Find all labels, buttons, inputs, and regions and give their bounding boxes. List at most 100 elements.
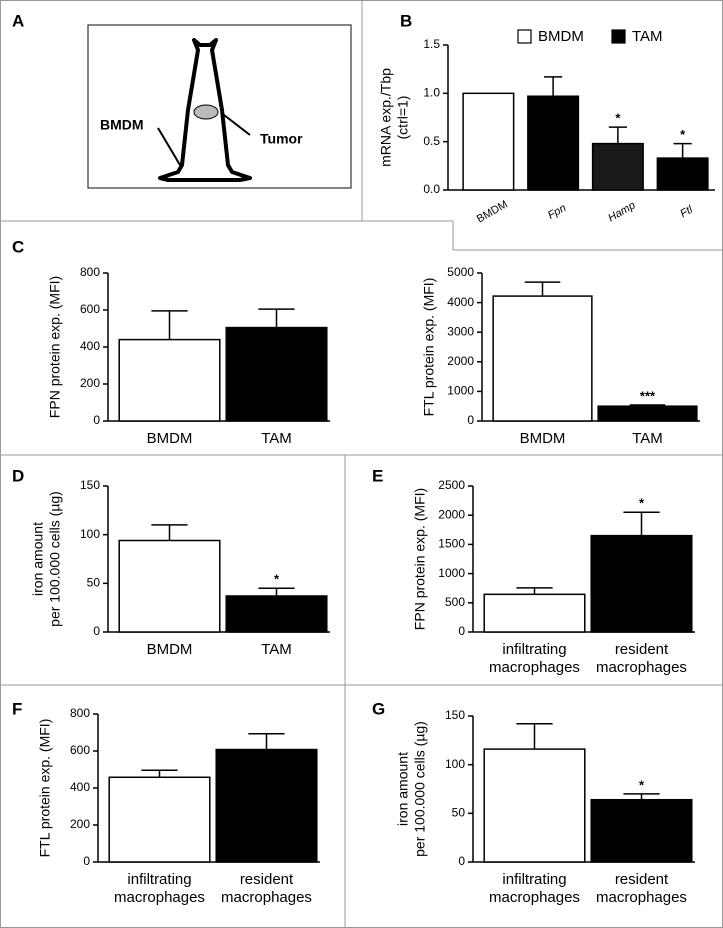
bar <box>225 326 328 422</box>
bar <box>527 95 580 191</box>
significance: * <box>639 496 645 511</box>
x-tick-label: BMDM <box>147 641 193 658</box>
y-tick-label: 0 <box>93 624 100 638</box>
y-tick-label: 3000 <box>447 324 474 338</box>
y-axis-label: FTL protein exp. (MFI) <box>37 719 53 858</box>
error-bar <box>544 76 563 97</box>
legend-swatch <box>611 29 626 44</box>
x-tick-label: infiltrating macrophages <box>114 871 205 906</box>
y-tick-label: 0 <box>458 624 465 638</box>
y-tick-label: 200 <box>70 817 90 831</box>
panel-letter: G <box>372 699 385 718</box>
panel-letter: C <box>12 237 24 256</box>
y-axis-label: per 100.000 cells (µg) <box>47 491 63 627</box>
y-tick-label: 2000 <box>447 354 474 368</box>
y-tick-label: 400 <box>70 780 90 794</box>
x-tick-label: resident macrophages <box>221 871 312 906</box>
panel-letter: E <box>372 466 383 485</box>
x-tick-label: Ftl <box>678 203 695 220</box>
legend-label: TAM <box>632 28 663 45</box>
y-tick-label: 0.5 <box>423 134 440 148</box>
error-bar <box>516 587 553 595</box>
error-bar <box>151 524 188 541</box>
bar <box>590 798 693 863</box>
y-tick-label: 1.5 <box>423 37 440 51</box>
bar <box>597 405 698 422</box>
significance: *** <box>640 388 656 403</box>
x-tick-label: BMDM <box>475 198 510 225</box>
y-axis-label: FPN protein exp. (MFI) <box>412 488 428 630</box>
error-bar <box>258 587 295 596</box>
y-tick-label: 500 <box>445 595 465 609</box>
x-tick-label: BMDM <box>520 430 566 447</box>
panel-letter: B <box>400 11 412 30</box>
significance: * <box>639 777 645 792</box>
panel-letter: F <box>12 699 22 718</box>
significance: * <box>274 572 280 587</box>
x-tick-label: infiltrating macrophages <box>489 641 580 676</box>
y-axis-label: iron amount <box>395 752 411 826</box>
y-tick-label: 2500 <box>438 478 465 492</box>
y-tick-label: 0 <box>93 413 100 427</box>
y-tick-label: 600 <box>70 743 90 757</box>
x-tick-label: BMDM <box>147 430 193 447</box>
bar <box>215 748 318 863</box>
significance: * <box>680 127 686 142</box>
bar <box>492 295 593 422</box>
y-axis-label: mRNA exp./Tbp <box>378 68 394 167</box>
y-tick-label: 100 <box>80 527 100 541</box>
panel-letter: A <box>12 11 24 30</box>
diagram-label: BMDM <box>100 117 144 133</box>
y-tick-label: 200 <box>80 376 100 390</box>
y-tick-label: 0.0 <box>423 182 440 196</box>
bar <box>483 593 586 633</box>
bar <box>656 157 709 191</box>
panel-letter: D <box>12 466 24 485</box>
error-bar <box>629 404 666 407</box>
y-tick-label: 0 <box>467 413 474 427</box>
y-tick-label: 150 <box>445 708 465 722</box>
error-bar <box>608 126 627 144</box>
x-tick-label: Hamp <box>606 199 637 224</box>
bar <box>225 595 328 633</box>
significance: * <box>615 111 621 126</box>
x-tick-label: Fpn <box>546 202 568 222</box>
y-tick-label: 100 <box>445 757 465 771</box>
bar <box>118 338 221 422</box>
bar <box>590 534 693 633</box>
y-tick-label: 4000 <box>447 295 474 309</box>
x-tick-label: infiltrating macrophages <box>489 871 580 906</box>
error-bar <box>258 308 295 328</box>
y-tick-label: 150 <box>80 478 100 492</box>
error-bar <box>623 511 660 536</box>
y-tick-label: 800 <box>80 265 100 279</box>
x-tick-label: TAM <box>261 430 292 447</box>
diagram-label: Tumor <box>260 131 303 147</box>
x-tick-label: resident macrophages <box>596 871 687 906</box>
bar <box>118 539 221 633</box>
error-bar <box>141 769 178 778</box>
y-tick-label: 5000 <box>447 265 474 279</box>
legend-label: BMDM <box>538 28 584 45</box>
y-tick-label: 1.0 <box>423 86 440 100</box>
y-tick-label: 1000 <box>447 384 474 398</box>
bar <box>483 748 586 863</box>
y-tick-label: 600 <box>80 302 100 316</box>
error-bar <box>248 733 285 750</box>
error-bar <box>524 281 561 297</box>
bar <box>591 142 644 191</box>
y-tick-label: 0 <box>83 854 90 868</box>
error-bar <box>623 793 660 800</box>
y-axis-label: FPN protein exp. (MFI) <box>47 276 63 418</box>
y-tick-label: 1500 <box>438 537 465 551</box>
y-tick-label: 50 <box>87 576 101 590</box>
bar <box>462 92 515 191</box>
error-bar <box>673 142 692 159</box>
y-tick-label: 400 <box>80 339 100 353</box>
x-tick-label: TAM <box>632 430 663 447</box>
x-tick-label: resident macrophages <box>596 641 687 676</box>
y-tick-label: 800 <box>70 706 90 720</box>
x-tick-label: TAM <box>261 641 292 658</box>
y-tick-label: 0 <box>458 854 465 868</box>
